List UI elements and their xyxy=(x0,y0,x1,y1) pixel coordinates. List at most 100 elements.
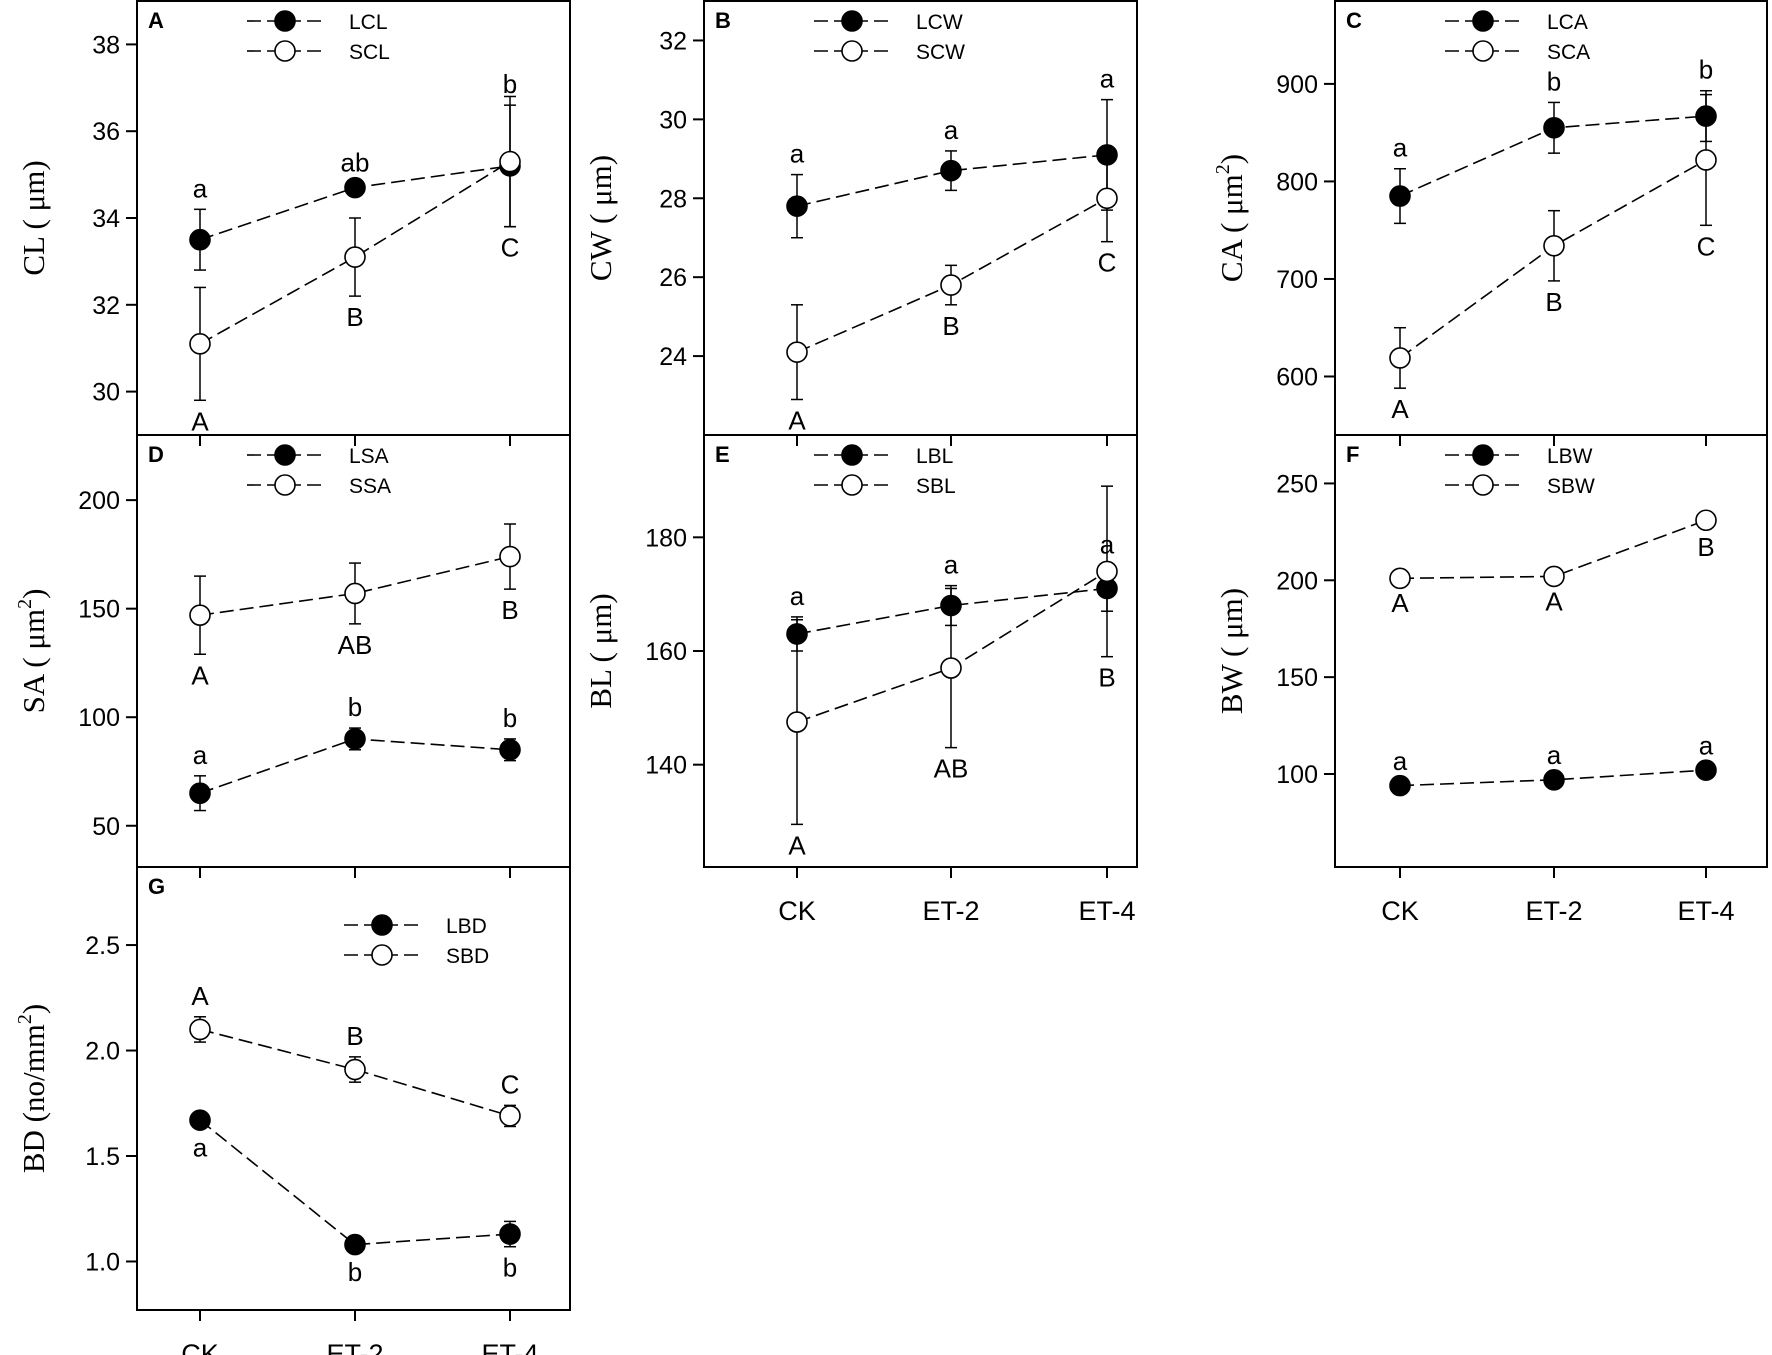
y-tick-label: 30 xyxy=(92,379,120,407)
panel-a: A 30 32 34 36 38 CL ( μm) LCL SCL a ab b A B C xyxy=(16,0,571,446)
series-line xyxy=(1399,159,1707,359)
significance-label: a xyxy=(944,115,959,145)
y-axis-title-text: CL ( μm) xyxy=(16,160,51,275)
legend-marker xyxy=(1472,444,1494,466)
y-tick-label: 28 xyxy=(659,185,687,213)
significance-label: a xyxy=(1100,64,1115,94)
significance-label: a xyxy=(944,550,959,580)
data-point xyxy=(1695,105,1717,127)
y-tick-label: 200 xyxy=(78,487,120,515)
y-tick-label: 160 xyxy=(645,638,687,666)
legend-marker xyxy=(274,40,296,62)
y-tick-label: 700 xyxy=(1276,266,1318,294)
data-point xyxy=(189,782,211,804)
significance-label: a xyxy=(1547,740,1562,770)
data-point xyxy=(1096,144,1118,166)
series-line xyxy=(796,154,1108,207)
y-tick-label: 140 xyxy=(645,752,687,780)
legend-label: LBW xyxy=(1547,445,1593,468)
plot-frame xyxy=(703,434,1138,868)
x-tick-label: ET-4 xyxy=(1078,896,1135,926)
significance-label: a xyxy=(1100,530,1115,560)
y-axis-title: BL ( μm) xyxy=(583,593,618,708)
data-point xyxy=(1543,769,1565,791)
y-axis-title: CL ( μm) xyxy=(16,160,51,275)
x-tick-label: CK xyxy=(181,1339,219,1355)
significance-label: B xyxy=(501,595,518,625)
x-tick-label: ET-2 xyxy=(1525,896,1582,926)
data-point xyxy=(189,1109,211,1131)
data-point xyxy=(940,159,962,182)
legend-label: SBD xyxy=(446,945,489,968)
legend-label: LSA xyxy=(349,445,389,468)
data-point xyxy=(344,176,366,199)
data-point xyxy=(499,1105,521,1127)
panel-letter: G xyxy=(148,874,165,899)
y-tick-label: 38 xyxy=(92,31,120,59)
data-point xyxy=(1096,187,1118,210)
x-tick-label: ET-4 xyxy=(481,1339,538,1355)
y-tick-label: 900 xyxy=(1276,71,1318,99)
data-point xyxy=(1695,759,1717,781)
series-line xyxy=(1399,769,1707,787)
data-point xyxy=(1096,560,1118,583)
panel-letter: D xyxy=(148,442,164,467)
significance-label: a xyxy=(1393,133,1408,163)
significance-label: b xyxy=(1699,55,1713,85)
significance-label: C xyxy=(501,233,520,263)
data-point xyxy=(1695,509,1717,532)
y-tick-label: 150 xyxy=(78,596,120,624)
data-point xyxy=(786,341,808,363)
panel-f: F 100 150 200 250 CK ET-2 ET-4 BW ( μm) LBW SBW a a a… xyxy=(1214,434,1768,926)
significance-label: A xyxy=(1391,588,1409,618)
panel-c: C 600 700 800 900 CA ( μm2) LCA SCA a b b A B C xyxy=(1212,0,1768,446)
significance-label: a xyxy=(193,1132,208,1162)
y-tick-label: 24 xyxy=(659,343,687,371)
y-tick-label: 250 xyxy=(1276,470,1318,498)
data-point xyxy=(189,228,211,251)
legend-label: LBL xyxy=(916,445,953,468)
data-point xyxy=(940,594,962,617)
x-tick-label: CK xyxy=(778,896,816,926)
y-tick-label: 50 xyxy=(92,813,120,841)
data-point xyxy=(1389,774,1411,797)
significance-label: A xyxy=(788,830,806,860)
y-axis-title: SA ( μm2) xyxy=(14,589,51,714)
legend-label: SSA xyxy=(349,475,391,498)
data-point xyxy=(786,195,808,217)
panel-d: D 50 100 150 200 SA ( μm2) LSA SSA a b b A AB B xyxy=(14,434,571,878)
significance-label: A xyxy=(788,405,806,435)
data-point xyxy=(344,1058,366,1081)
legend-marker xyxy=(274,474,296,496)
x-tick-label: ET-2 xyxy=(326,1339,383,1355)
significance-label: b xyxy=(348,1257,362,1287)
significance-label: C xyxy=(501,1069,520,1099)
data-point xyxy=(940,657,962,679)
y-axis-title-text: BL ( μm) xyxy=(583,593,618,708)
y-tick-label: 1.0 xyxy=(85,1248,120,1276)
y-tick-label: 2.0 xyxy=(85,1038,120,1066)
legend-marker xyxy=(841,10,863,32)
data-point xyxy=(499,150,521,173)
data-point xyxy=(189,604,211,626)
y-tick-label: 600 xyxy=(1276,363,1318,391)
legend-marker xyxy=(371,914,393,936)
data-point xyxy=(499,1223,521,1245)
legend-label: SCW xyxy=(916,41,965,64)
plot-frame xyxy=(136,866,571,1311)
significance-label: A xyxy=(191,660,209,690)
data-point xyxy=(1543,565,1565,588)
y-axis-title-text: CW ( μm) xyxy=(583,155,618,281)
data-point xyxy=(940,274,962,296)
series-line xyxy=(199,1119,511,1246)
significance-label: A xyxy=(1391,394,1409,424)
y-tick-label: 30 xyxy=(659,106,687,134)
y-tick-label: 100 xyxy=(1276,761,1318,789)
series-line xyxy=(1399,519,1707,580)
legend-marker xyxy=(274,444,296,466)
y-axis-title-superscript: 2 xyxy=(1212,164,1234,174)
y-axis-title: CA ( μm2) xyxy=(1212,154,1249,282)
data-point xyxy=(1543,116,1565,139)
legend-label: SBL xyxy=(916,475,956,498)
series-line xyxy=(199,555,511,616)
